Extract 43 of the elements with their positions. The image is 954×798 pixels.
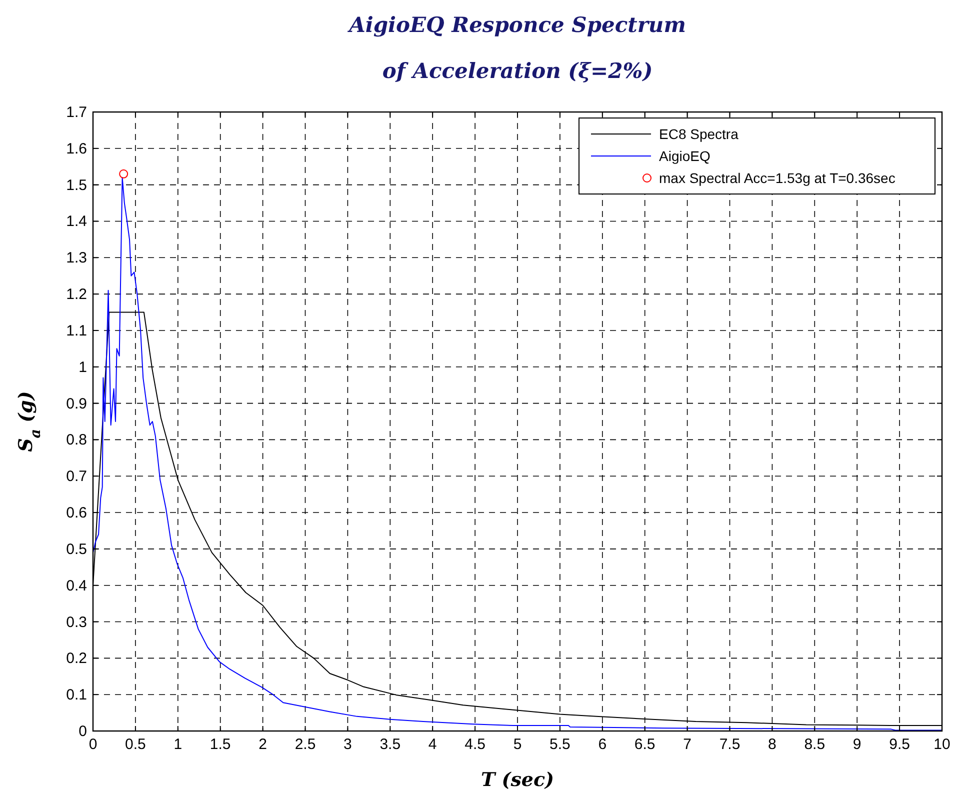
x-tick-label: 10 bbox=[934, 736, 950, 753]
y-tick-label: 1.2 bbox=[66, 286, 87, 304]
x-tick-label: 5 bbox=[513, 736, 522, 753]
y-tick-label: 0.5 bbox=[66, 540, 87, 558]
legend-label: AigioEQ bbox=[659, 148, 710, 164]
y-tick-label: 0.7 bbox=[66, 468, 87, 486]
x-tick-label: 0.5 bbox=[125, 736, 146, 753]
y-tick-label: 1 bbox=[78, 358, 87, 376]
legend-label: EC8 Spectra bbox=[659, 126, 739, 142]
chart-title: AigioEQ Responce Spectrum of Acceleration (ξ=2%) bbox=[347, 12, 686, 83]
y-tick-label: 1.6 bbox=[66, 140, 87, 158]
x-tick-label: 1.5 bbox=[210, 736, 231, 753]
y-tick-label: 1.4 bbox=[66, 213, 87, 230]
x-tick-label: 8.5 bbox=[804, 736, 826, 753]
y-tick-label: 0.1 bbox=[66, 686, 87, 704]
x-axis-title: T (sec) bbox=[480, 769, 554, 791]
y-tick-label: 1.3 bbox=[66, 250, 87, 267]
y-tick-label: 0.8 bbox=[66, 432, 87, 449]
x-tick-label: 3 bbox=[344, 736, 352, 753]
x-tick-label: 5.5 bbox=[550, 736, 570, 753]
x-tick-label: 4 bbox=[428, 736, 437, 753]
x-tick-label: 6 bbox=[598, 736, 607, 753]
y-tick-label: 0.4 bbox=[66, 577, 87, 594]
legend-label: max Spectral Acc=1.53g at T=0.36sec bbox=[659, 170, 896, 186]
y-tick-label: 0.3 bbox=[66, 614, 87, 631]
x-tick-label: 6.5 bbox=[634, 736, 656, 753]
y-tick-label: 0.6 bbox=[66, 504, 87, 522]
x-tick-label: 7 bbox=[683, 736, 692, 753]
x-tick-label: 2.5 bbox=[294, 736, 316, 753]
x-tick-label: 9.5 bbox=[889, 736, 910, 753]
x-tick-label: 9 bbox=[852, 736, 862, 753]
y-tick-label: 1.1 bbox=[66, 322, 87, 340]
x-tick-label: 4.5 bbox=[464, 736, 486, 753]
y-tick-label: 0 bbox=[78, 723, 87, 740]
x-tick-label: 8 bbox=[768, 736, 776, 753]
x-tick-label: 1 bbox=[174, 736, 182, 753]
y-tick-label: 0.2 bbox=[66, 650, 87, 668]
y-tick-label: 1.5 bbox=[66, 176, 87, 194]
x-tick-label: 2 bbox=[258, 736, 267, 753]
y-tick-label: 1.7 bbox=[66, 104, 87, 121]
x-tick-label: 3.5 bbox=[380, 736, 401, 753]
y-tick-label: 0.9 bbox=[66, 395, 87, 412]
x-tick-label: 7.5 bbox=[719, 736, 740, 753]
